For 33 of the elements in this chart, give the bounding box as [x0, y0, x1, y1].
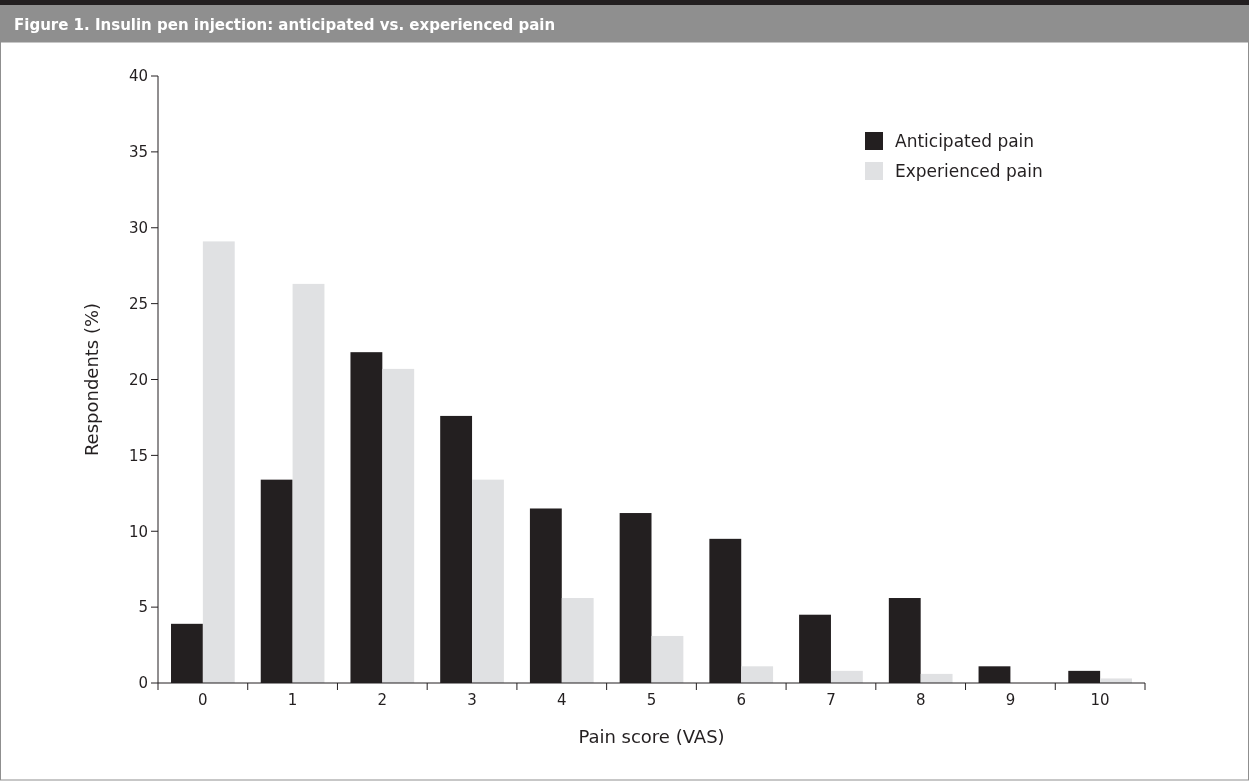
- bar: [651, 635, 684, 683]
- y-tick-label: 10: [128, 522, 148, 541]
- y-axis-title: Respondents (%): [81, 302, 102, 457]
- bar: [472, 479, 504, 683]
- y-tick-label: 0: [138, 674, 148, 693]
- bar: [830, 670, 863, 683]
- x-axis-title: Pain score (VAS): [578, 726, 725, 747]
- x-tick-label: 10: [1090, 691, 1110, 709]
- x-tick-label: 4: [557, 691, 567, 709]
- x-tick-label: 5: [646, 691, 657, 709]
- chart-title: Figure 1. Insulin pen injection: anticipated vs. experienced pain: [14, 16, 556, 34]
- y-tick-label: 15: [128, 446, 148, 465]
- y-tick-label: 40: [128, 67, 148, 86]
- legend-label: Anticipated pain: [895, 130, 1035, 151]
- y-tick-label: 25: [128, 294, 148, 313]
- x-tick-label: 7: [826, 691, 836, 709]
- bar: [202, 241, 235, 683]
- x-tick-label: 6: [736, 691, 746, 709]
- y-tick-label: 30: [128, 219, 148, 237]
- y-tick-label: 5: [138, 598, 148, 617]
- x-tick-label: 3: [467, 691, 477, 709]
- bar: [561, 598, 594, 683]
- x-tick-label: 9: [1005, 691, 1016, 709]
- y-tick-label: 35: [128, 143, 148, 162]
- y-tick-label: 20: [128, 370, 148, 389]
- x-tick-label: 8: [915, 691, 926, 709]
- bar: [292, 283, 325, 683]
- legend-label: Experienced pain: [895, 160, 1043, 181]
- bar: [382, 368, 415, 683]
- x-tick-label: 1: [287, 691, 298, 709]
- x-tick-label: 2: [377, 691, 388, 709]
- bar: [741, 666, 774, 683]
- x-tick-label: 0: [198, 691, 208, 709]
